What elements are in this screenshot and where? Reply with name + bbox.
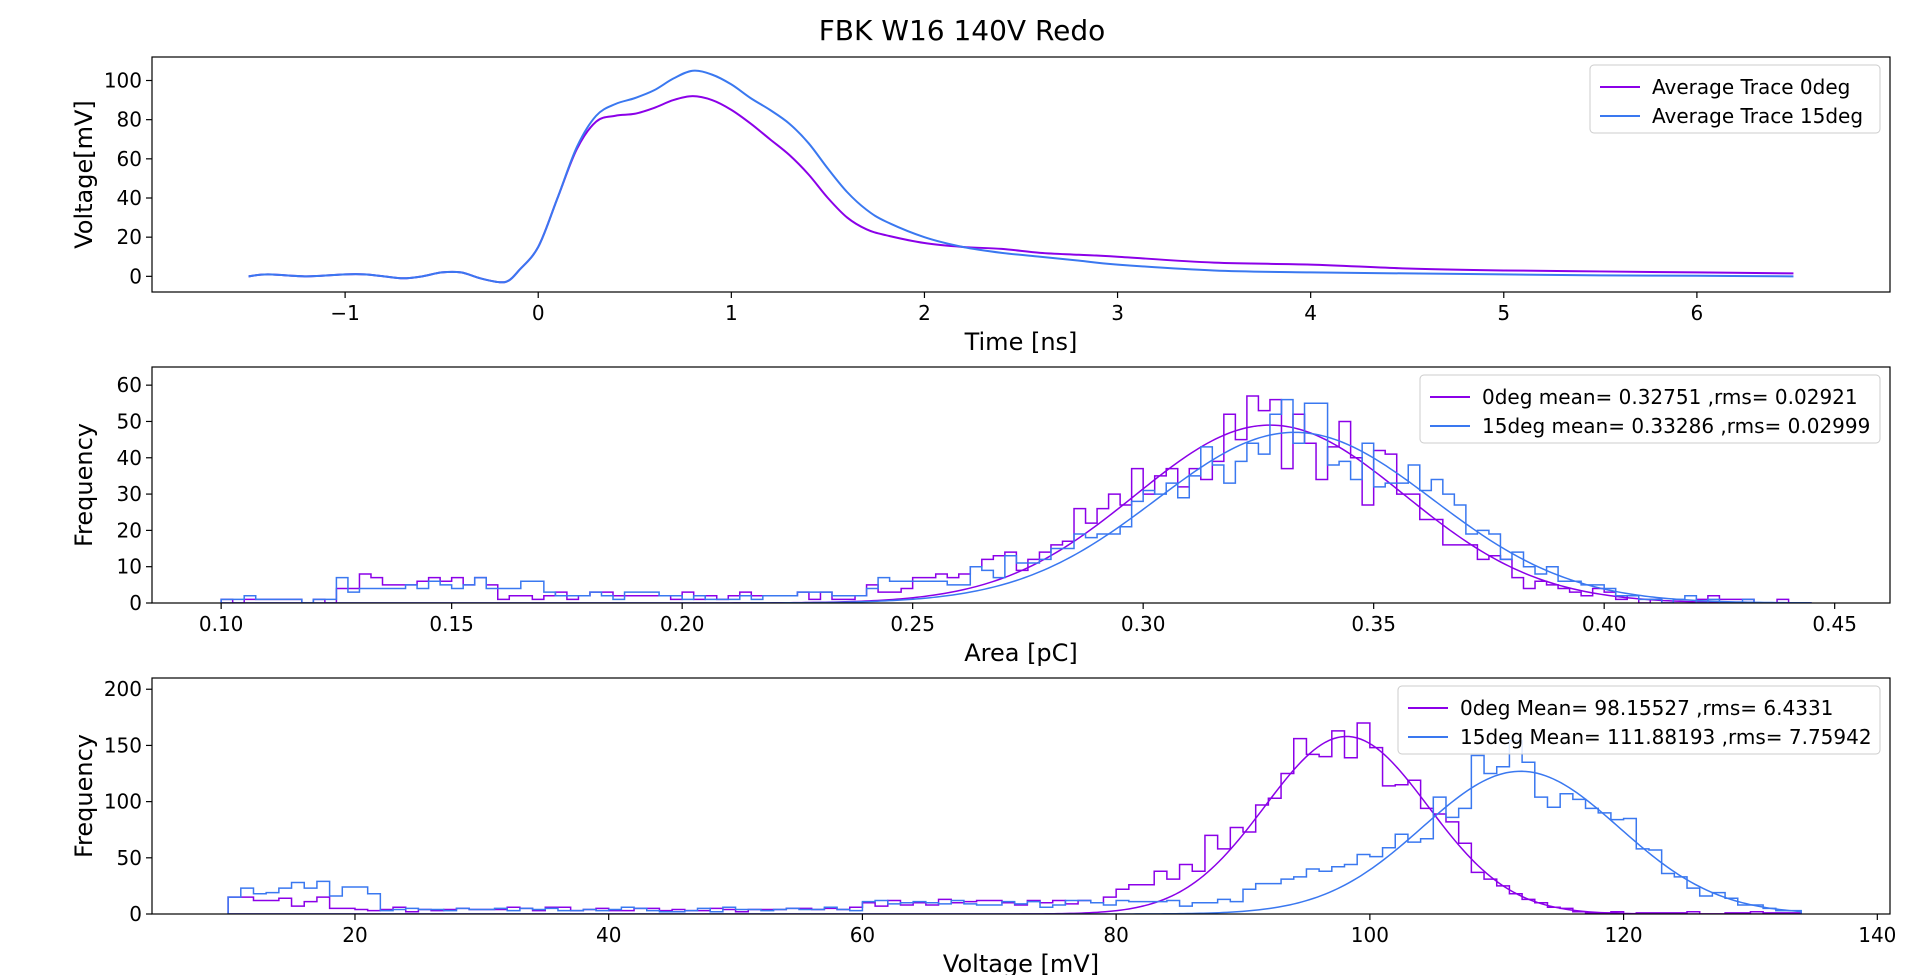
gaussian-fit-curve [221,431,1812,603]
y-tick-label: 100 [104,790,142,814]
plot-area [220,395,1812,603]
y-axis-label: Frequency [70,423,98,547]
legend-entry: 0deg mean= 0.32751 ,rms= 0.02921 [1482,385,1858,409]
x-tick-label: 80 [1103,923,1128,947]
y-tick-label: 0 [129,591,142,615]
y-tick-label: 60 [117,147,142,171]
y-tick-label: 100 [104,69,142,93]
y-tick-label: 150 [104,733,142,757]
legend-box [1589,64,1881,134]
x-tick-label: 0.30 [1121,612,1166,636]
gaussian-fit-curve [228,770,1802,914]
x-tick-label: 140 [1858,923,1896,947]
x-tick-label: 0.15 [429,612,474,636]
y-tick-label: 20 [117,518,142,542]
y-tick-label: 200 [104,677,142,701]
plot-area [248,69,1794,284]
series-line [248,69,1794,284]
x-tick-label: 0.20 [660,612,705,636]
legend-entry: 15deg Mean= 111.88193 ,rms= 7.75942 [1460,725,1872,749]
legend: 0deg Mean= 98.15527 ,rms= 6.4331 15deg Me… [1397,685,1881,755]
gaussian-fit-curve [228,735,1802,914]
x-tick-label: 1 [725,301,738,325]
y-tick-label: 50 [117,846,142,870]
x-axis-label: Voltage [mV] [943,950,1099,975]
voltage-histogram-panel: 20 40 60 80 100 120 140 0 50 100 150 200 Voltage [mV… [70,677,1896,975]
axes-frame [151,677,1891,915]
legend-entry: Average Trace 15deg [1652,104,1863,128]
legend-entry: Average Trace 0deg [1652,75,1850,99]
x-tick-label: 0.45 [1812,612,1857,636]
y-tick-label: 20 [117,225,142,249]
x-tick-label: 20 [342,923,367,947]
y-axis-label: Frequency [70,734,98,858]
y-axis-label: Voltage[mV] [70,100,98,249]
x-tick-label: 0.35 [1351,612,1396,636]
x-tick-label: 0.40 [1582,612,1627,636]
y-tick-label: 0 [129,264,142,288]
x-tick-label: 40 [596,923,621,947]
x-tick-label: 0.10 [199,612,244,636]
y-tick-label: 40 [117,446,142,470]
legend-entry: 0deg Mean= 98.15527 ,rms= 6.4331 [1460,696,1833,720]
x-tick-label: 0.25 [890,612,935,636]
x-tick-label: 100 [1351,923,1389,947]
x-tick-label: 0 [532,301,545,325]
x-tick-label: 3 [1111,301,1124,325]
x-tick-label: −1 [330,301,359,325]
histogram-steps [227,740,1802,914]
area-histogram-panel: 0.10 0.15 0.20 0.25 0.30 0.35 0.40 0.45 0 10 20 30 4… [70,366,1891,667]
x-tick-label: 60 [850,923,875,947]
gaussian-fit-curve [221,424,1812,603]
y-tick-label: 0 [129,902,142,926]
x-axis-label: Time [ns] [964,328,1078,356]
histogram-steps [220,395,1812,603]
x-axis-label: Area [pC] [964,639,1078,667]
y-tick-label: 50 [117,409,142,433]
y-tick-label: 80 [117,108,142,132]
x-tick-label: 4 [1304,301,1317,325]
x-tick-label: 6 [1691,301,1704,325]
axes-frame [151,56,1891,293]
legend-box [1397,685,1881,755]
legend-entry: 15deg mean= 0.33286 ,rms= 0.02999 [1482,414,1870,438]
x-tick-label: 5 [1497,301,1510,325]
figure-title: FBK W16 140V Redo [819,14,1106,47]
histogram-steps [220,398,1812,603]
y-tick-label: 30 [117,482,142,506]
x-tick-label: 2 [918,301,931,325]
y-tick-label: 60 [117,373,142,397]
legend: 0deg mean= 0.32751 ,rms= 0.02921 15deg me… [1419,374,1881,444]
legend: Average Trace 0deg Average Trace 15deg [1589,64,1881,134]
y-tick-label: 10 [117,555,142,579]
x-tick-label: 120 [1604,923,1642,947]
axes-frame [151,366,1891,604]
legend-box [1419,374,1881,444]
y-tick-label: 40 [117,186,142,210]
